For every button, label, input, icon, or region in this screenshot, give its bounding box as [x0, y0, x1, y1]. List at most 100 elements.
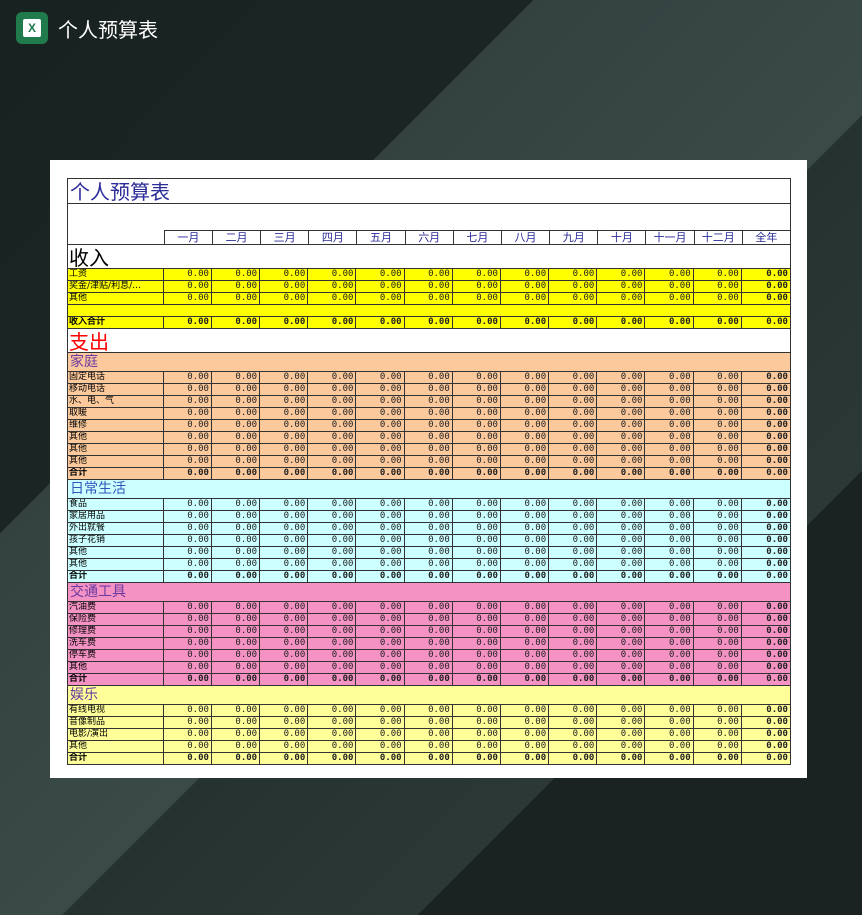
value-cell[interactable]: 0.00	[549, 614, 598, 625]
value-cell[interactable]: 0.00	[501, 559, 550, 570]
value-cell[interactable]: 0.00	[501, 717, 550, 728]
value-cell[interactable]: 0.00	[356, 741, 405, 752]
value-cell[interactable]: 0.00	[405, 468, 453, 479]
value-cell[interactable]: 0.00	[453, 468, 501, 479]
value-cell[interactable]: 0.00	[405, 638, 453, 649]
value-cell[interactable]: 0.00	[260, 281, 309, 292]
value-cell[interactable]: 0.00	[597, 662, 646, 673]
value-cell[interactable]: 0.00	[260, 571, 309, 582]
value-cell[interactable]: 0.00	[212, 729, 261, 740]
value-cell[interactable]: 0.00	[405, 317, 453, 328]
value-cell[interactable]: 0.00	[549, 650, 598, 661]
value-cell[interactable]: 0.00	[260, 547, 309, 558]
value-cell[interactable]: 0.00	[645, 729, 694, 740]
value-cell[interactable]: 0.00	[766, 674, 788, 684]
value-cell[interactable]: 0.00	[308, 432, 357, 443]
value-cell[interactable]: 0.00	[597, 420, 646, 431]
value-cell[interactable]: 0.00	[405, 650, 453, 661]
value-cell[interactable]: 0.00	[356, 317, 405, 328]
value-cell[interactable]: 0.00	[453, 626, 501, 637]
value-cell[interactable]: 0.00	[501, 408, 550, 419]
value-cell[interactable]: 0.00	[549, 741, 598, 752]
value-cell[interactable]: 0.00	[694, 511, 742, 522]
value-cell[interactable]: 0.00	[766, 626, 788, 636]
value-cell[interactable]: 0.00	[549, 444, 598, 455]
value-cell[interactable]: 0.00	[694, 741, 742, 752]
value-cell[interactable]: 0.00	[164, 269, 212, 280]
value-cell[interactable]: 0.00	[501, 269, 550, 280]
value-cell[interactable]: 0.00	[356, 269, 405, 280]
value-cell[interactable]: 0.00	[356, 705, 405, 716]
value-cell[interactable]: 0.00	[645, 717, 694, 728]
value-cell[interactable]: 0.00	[645, 499, 694, 510]
value-cell[interactable]: 0.00	[164, 293, 212, 304]
value-cell[interactable]: 0.00	[645, 269, 694, 280]
value-cell[interactable]: 0.00	[260, 511, 309, 522]
value-cell[interactable]: 0.00	[645, 372, 694, 383]
value-cell[interactable]: 0.00	[260, 499, 309, 510]
value-cell[interactable]: 0.00	[260, 535, 309, 546]
value-cell[interactable]: 0.00	[766, 638, 788, 648]
value-cell[interactable]: 0.00	[694, 523, 742, 534]
value-cell[interactable]: 0.00	[164, 372, 212, 383]
value-cell[interactable]: 0.00	[308, 396, 357, 407]
value-cell[interactable]: 0.00	[501, 293, 550, 304]
value-cell[interactable]: 0.00	[694, 384, 742, 395]
value-cell[interactable]: 0.00	[645, 396, 694, 407]
value-cell[interactable]: 0.00	[597, 384, 646, 395]
value-cell[interactable]: 0.00	[260, 717, 309, 728]
value-cell[interactable]: 0.00	[308, 384, 357, 395]
value-cell[interactable]: 0.00	[694, 432, 742, 443]
value-cell[interactable]: 0.00	[766, 559, 788, 569]
value-cell[interactable]: 0.00	[501, 638, 550, 649]
value-cell[interactable]: 0.00	[308, 559, 357, 570]
value-cell[interactable]: 0.00	[308, 571, 357, 582]
value-cell[interactable]: 0.00	[212, 384, 261, 395]
value-cell[interactable]: 0.00	[260, 662, 309, 673]
value-cell[interactable]: 0.00	[212, 614, 261, 625]
value-cell[interactable]: 0.00	[405, 753, 453, 764]
value-cell[interactable]: 0.00	[453, 674, 501, 685]
value-cell[interactable]: 0.00	[645, 650, 694, 661]
value-cell[interactable]: 0.00	[356, 638, 405, 649]
value-cell[interactable]: 0.00	[597, 317, 646, 328]
value-cell[interactable]: 0.00	[766, 650, 788, 660]
value-cell[interactable]: 0.00	[549, 523, 598, 534]
value-cell[interactable]: 0.00	[501, 468, 550, 479]
value-cell[interactable]: 0.00	[356, 420, 405, 431]
value-cell[interactable]: 0.00	[260, 293, 309, 304]
value-cell[interactable]: 0.00	[356, 384, 405, 395]
value-cell[interactable]: 0.00	[766, 602, 788, 612]
value-cell[interactable]: 0.00	[501, 602, 550, 613]
value-cell[interactable]: 0.00	[164, 741, 212, 752]
value-cell[interactable]: 0.00	[645, 281, 694, 292]
value-cell[interactable]: 0.00	[549, 571, 598, 582]
value-cell[interactable]: 0.00	[597, 372, 646, 383]
value-cell[interactable]: 0.00	[212, 523, 261, 534]
value-cell[interactable]: 0.00	[260, 729, 309, 740]
value-cell[interactable]: 0.00	[453, 717, 501, 728]
value-cell[interactable]: 0.00	[260, 602, 309, 613]
value-cell[interactable]: 0.00	[405, 662, 453, 673]
value-cell[interactable]: 0.00	[645, 468, 694, 479]
value-cell[interactable]: 0.00	[694, 614, 742, 625]
value-cell[interactable]: 0.00	[694, 420, 742, 431]
value-cell[interactable]: 0.00	[694, 662, 742, 673]
value-cell[interactable]: 0.00	[356, 614, 405, 625]
value-cell[interactable]: 0.00	[405, 372, 453, 383]
value-cell[interactable]: 0.00	[597, 444, 646, 455]
value-cell[interactable]: 0.00	[694, 499, 742, 510]
value-cell[interactable]: 0.00	[405, 547, 453, 558]
value-cell[interactable]: 0.00	[405, 705, 453, 716]
value-cell[interactable]: 0.00	[356, 444, 405, 455]
value-cell[interactable]: 0.00	[260, 705, 309, 716]
value-cell[interactable]: 0.00	[308, 662, 357, 673]
value-cell[interactable]: 0.00	[694, 317, 742, 328]
value-cell[interactable]: 0.00	[597, 674, 646, 685]
value-cell[interactable]: 0.00	[356, 662, 405, 673]
value-cell[interactable]: 0.00	[308, 269, 357, 280]
value-cell[interactable]: 0.00	[766, 741, 788, 751]
value-cell[interactable]: 0.00	[694, 717, 742, 728]
value-cell[interactable]: 0.00	[694, 674, 742, 685]
value-cell[interactable]: 0.00	[164, 281, 212, 292]
